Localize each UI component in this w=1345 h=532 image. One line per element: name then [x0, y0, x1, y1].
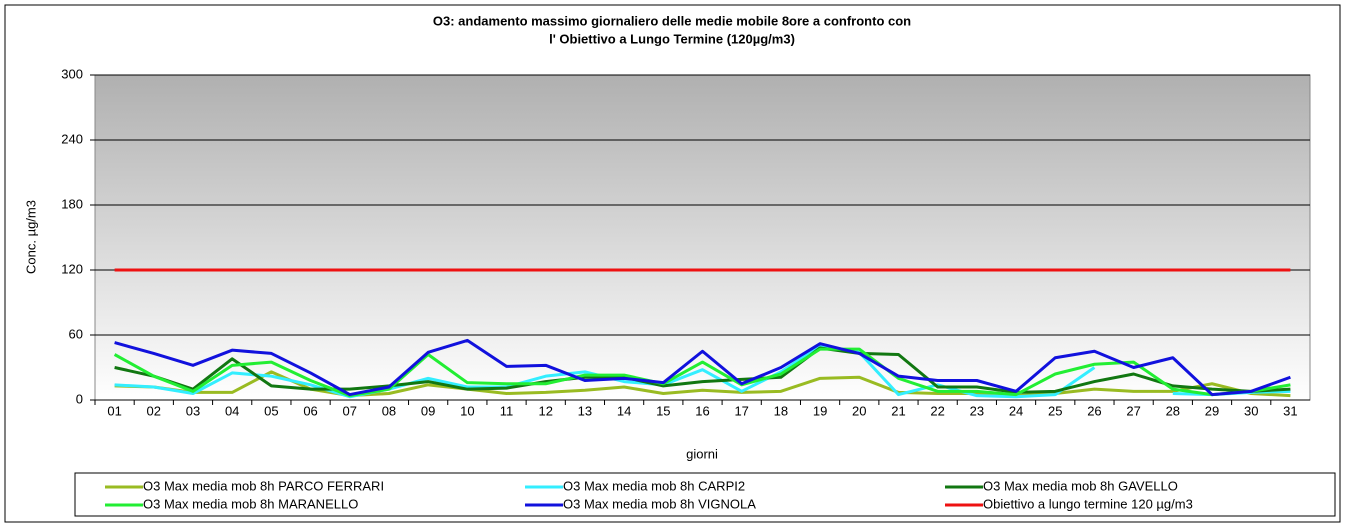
legend-label: Obiettivo a lungo termine 120 µg/m3 [983, 496, 1193, 511]
y-tick-label: 300 [61, 66, 83, 81]
y-tick-label: 60 [69, 326, 83, 341]
x-tick-label: 25 [1048, 403, 1062, 418]
x-tick-label: 04 [225, 403, 239, 418]
x-tick-label: 31 [1283, 403, 1297, 418]
legend-label: O3 Max media mob 8h CARPI2 [563, 478, 745, 493]
x-tick-label: 05 [264, 403, 278, 418]
x-tick-label: 23 [970, 403, 984, 418]
x-tick-label: 22 [930, 403, 944, 418]
x-tick-label: 19 [813, 403, 827, 418]
legend-label: O3 Max media mob 8h PARCO FERRARI [143, 478, 384, 493]
legend [74, 472, 1336, 517]
x-tick-label: 15 [656, 403, 670, 418]
x-tick-label: 27 [1126, 403, 1140, 418]
x-tick-label: 20 [852, 403, 866, 418]
x-tick-label: 10 [460, 403, 474, 418]
chart-title: l' Obiettivo a Lungo Termine (120µg/m3) [549, 31, 795, 46]
x-tick-label: 06 [303, 403, 317, 418]
y-tick-label: 0 [76, 391, 83, 406]
plot-area [94, 74, 1311, 401]
x-tick-label: 18 [774, 403, 788, 418]
y-tick-label: 120 [61, 261, 83, 276]
legend-label: O3 Max media mob 8h GAVELLO [983, 478, 1178, 493]
y-tick-label: 240 [61, 131, 83, 146]
x-tick-label: 24 [1009, 403, 1023, 418]
x-tick-label: 21 [891, 403, 905, 418]
x-tick-label: 17 [734, 403, 748, 418]
x-axis-title: giorni [686, 446, 718, 461]
x-tick-label: 01 [107, 403, 121, 418]
x-tick-label: 26 [1087, 403, 1101, 418]
legend-label: O3 Max media mob 8h VIGNOLA [563, 496, 756, 511]
x-tick-label: 09 [421, 403, 435, 418]
series-line [114, 346, 1291, 394]
x-tick-label: 07 [343, 403, 357, 418]
x-tick-label: 12 [538, 403, 552, 418]
x-tick-label: 29 [1205, 403, 1219, 418]
legend-label: O3 Max media mob 8h MARANELLO [143, 496, 358, 511]
x-tick-label: 08 [382, 403, 396, 418]
x-tick-label: 13 [578, 403, 592, 418]
x-tick-label: 11 [500, 403, 514, 418]
y-axis-title: Conc. µg/m3 [23, 200, 38, 274]
series-line [113, 347, 1291, 398]
series-line [114, 338, 1291, 397]
x-tick-label: 03 [186, 403, 200, 418]
chart-title: O3: andamento massimo giornaliero delle … [433, 13, 911, 28]
x-tick-label: 02 [147, 403, 161, 418]
y-tick-label: 180 [61, 196, 83, 211]
x-tick-label: 28 [1166, 403, 1180, 418]
x-tick-label: 30 [1244, 403, 1258, 418]
x-tick-label: 16 [695, 403, 709, 418]
x-tick-label: 14 [617, 403, 631, 418]
